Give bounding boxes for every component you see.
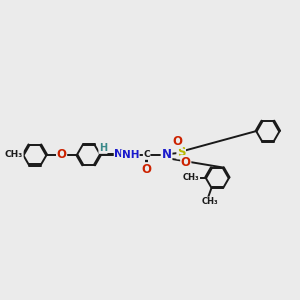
Text: NH: NH <box>122 150 139 160</box>
Text: CH₃: CH₃ <box>183 173 200 182</box>
Text: O: O <box>57 148 67 161</box>
Text: N: N <box>162 148 172 161</box>
Text: N: N <box>114 149 124 159</box>
Text: S: S <box>177 146 185 159</box>
Text: O: O <box>172 135 182 148</box>
Text: CH₃: CH₃ <box>5 150 23 159</box>
Text: O: O <box>142 163 152 176</box>
Text: C: C <box>143 150 150 159</box>
Text: CH₃: CH₃ <box>201 197 218 206</box>
Text: H: H <box>99 143 107 153</box>
Text: O: O <box>181 156 191 169</box>
